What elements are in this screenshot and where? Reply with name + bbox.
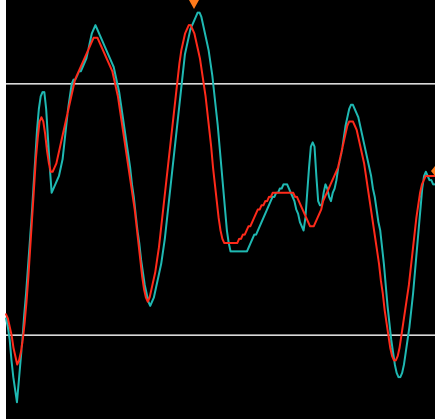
top-marker-icon	[189, 0, 199, 9]
reference-lines	[6, 83, 435, 337]
series-group	[5, 11, 435, 404]
red-series-line	[5, 24, 435, 366]
marker-group	[189, 0, 435, 176]
plot-area	[6, 0, 435, 419]
right-marker-icon	[431, 166, 435, 176]
